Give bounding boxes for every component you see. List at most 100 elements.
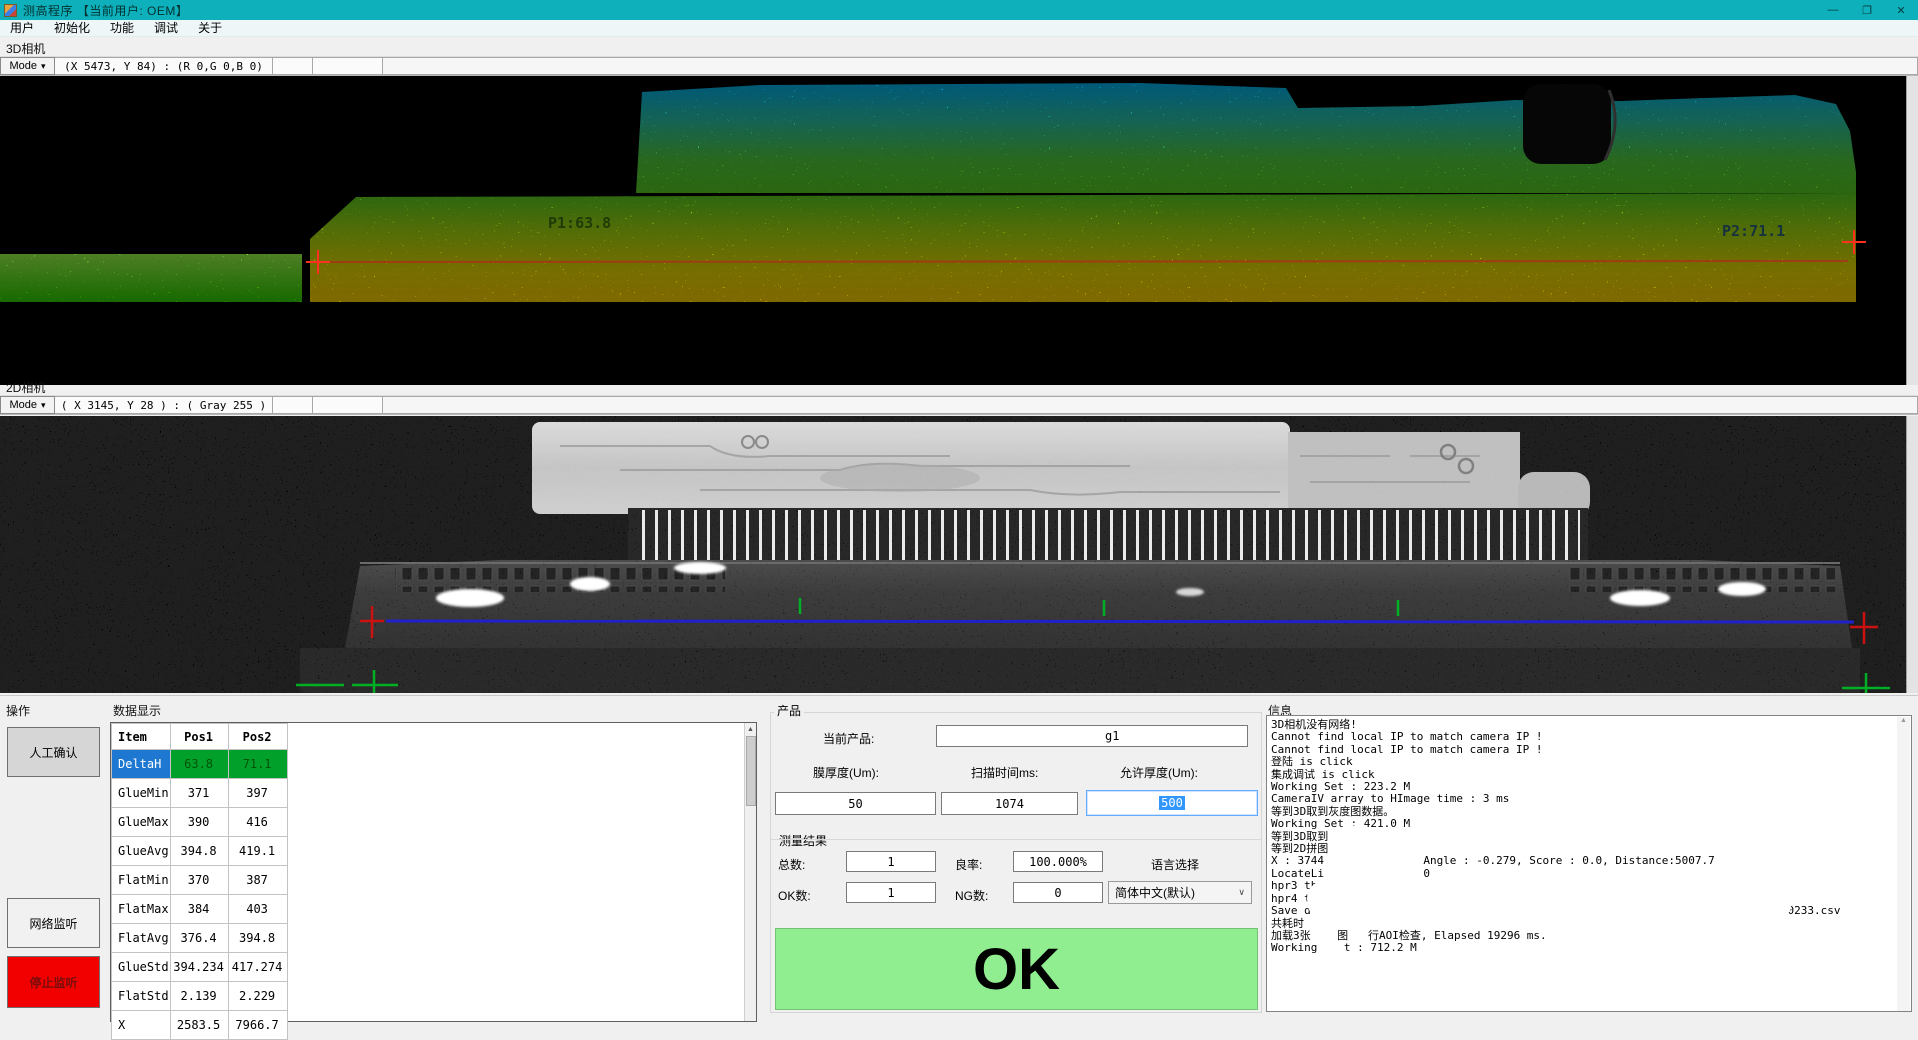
cell-pos1[interactable]: 376.4 [169,923,229,953]
log-line: Working Set : 421.0 M [1271,817,1411,831]
divider [770,839,1262,840]
menu-item-function[interactable]: 功能 [110,20,135,35]
camera-2d-view[interactable] [0,416,1906,693]
manual-confirm-button[interactable]: 人工确认 [7,727,100,777]
info-log[interactable]: 3D相机没有网络! Cannot find local IP to match c… [1266,715,1912,1012]
menu-item-init[interactable]: 初始化 [54,20,91,35]
stop-listen-button[interactable]: 停止监听 [7,956,100,1008]
status-cell [273,396,313,414]
cell-item[interactable]: FlatMax [111,894,171,924]
cell-pos1[interactable]: 390 [169,807,229,837]
chevron-down-icon: ∨ [1238,887,1245,897]
info-scrollbar[interactable]: ▲ [1897,717,1910,1011]
mode-label: Mode [9,399,37,411]
language-label: 语言选择 [1151,858,1200,872]
log-line: Working t : 712.2 M [1271,941,1417,955]
menu-item-about[interactable]: 关于 [198,20,223,35]
table-row[interactable]: FlatStd 2.139 2.229 [111,981,288,1011]
film-thickness-input[interactable]: 50 [775,792,936,815]
mode-dropdown-3d[interactable]: Mode ▾ [0,57,55,75]
cell-pos2[interactable]: 416 [227,807,288,837]
window-controls: — ❐ ✕ [1816,0,1918,20]
cell-pos2[interactable]: 417.274 [227,952,288,982]
mode-dropdown-2d[interactable]: Mode ▾ [0,396,55,414]
cell-pos2[interactable]: 2.229 [227,981,288,1011]
table-row[interactable]: GlueMin 371 397 [111,778,288,808]
measure-line [325,260,1849,263]
column-header-pos2[interactable]: Pos2 [227,723,288,750]
cell-item[interactable]: GlueMax [111,807,171,837]
table-row[interactable]: FlatMax 384 403 [111,894,288,924]
network-listen-button[interactable]: 网络监听 [7,898,100,948]
status-cell [383,57,1918,75]
cell-pos1[interactable]: 370 [169,865,229,895]
grayscale-image [0,416,1906,693]
allowed-thickness-input[interactable]: 500 [1086,790,1258,816]
camera-3d-view[interactable]: P1:63.8 P2:71.1 [0,76,1906,385]
table-scrollbar[interactable]: ▲ [744,723,756,1021]
cell-item[interactable]: FlatAvg [111,923,171,953]
cell-pos2[interactable]: 403 [227,894,288,924]
scroll-up-icon[interactable]: ▲ [1900,717,1907,724]
cell-pos2[interactable]: 397 [227,778,288,808]
cell-pos2[interactable]: 419.1 [227,836,288,866]
current-product-input[interactable]: g1 [936,725,1248,747]
cell-item[interactable]: GlueStd [111,952,171,982]
maximize-button[interactable]: ❐ [1862,4,1872,17]
status-cell [313,396,383,414]
measurement-table: Item Pos1 Pos2 DeltaH 63.8 71.1 GlueMin 371 3… [111,723,288,1040]
table-row[interactable]: X 2583.5 7966.7 [111,1010,288,1040]
menu-item-user[interactable]: 用户 [10,20,35,35]
table-row[interactable]: DeltaH 63.8 71.1 [111,749,288,779]
column-header-pos1[interactable]: Pos1 [169,723,229,750]
result-status-banner: OK [775,928,1258,1010]
cell-pos1[interactable]: 2.139 [169,981,229,1011]
table-row[interactable]: GlueStd 394.234 417.274 [111,952,288,982]
cell-item[interactable]: X [111,1010,171,1040]
scrollbar-2d[interactable] [1906,416,1918,693]
cell-pos2[interactable]: 394.8 [227,923,288,953]
column-header-item[interactable]: Item [111,723,171,750]
film-thickness-label: 膜厚度(Um): [813,766,879,780]
cell-pos1[interactable]: 394.8 [169,836,229,866]
ng-count-input[interactable]: 0 [1013,882,1103,903]
selected-text: 500 [1159,796,1185,810]
cell-item[interactable]: FlatMin [111,865,171,895]
table-row[interactable]: FlatMin 370 387 [111,865,288,895]
table-row[interactable]: FlatAvg 376.4 394.8 [111,923,288,953]
cell-pos1[interactable]: 63.8 [169,749,229,779]
cell-item[interactable]: DeltaH [111,749,171,779]
close-button[interactable]: ✕ [1896,4,1906,17]
cell-item[interactable]: GlueMin [111,778,171,808]
language-select[interactable]: 简体中文(默认) ∨ [1108,881,1252,904]
cell-item[interactable]: GlueAvg [111,836,171,866]
table-row[interactable]: GlueMax 390 416 [111,807,288,837]
cell-pos1[interactable]: 371 [169,778,229,808]
status-cell [313,57,383,75]
scan-time-input[interactable]: 1074 [941,792,1078,815]
cell-pos1[interactable]: 394.234 [169,952,229,982]
cell-pos1[interactable]: 384 [169,894,229,924]
cell-pos2[interactable]: 387 [227,865,288,895]
cell-pos2[interactable]: 71.1 [227,749,288,779]
menu-item-debug[interactable]: 调试 [154,20,179,35]
results-label: 测量结果 [776,832,831,849]
cell-pos1[interactable]: 2583.5 [169,1010,229,1040]
scroll-up-icon[interactable]: ▲ [747,725,754,733]
total-input[interactable]: 1 [846,851,936,872]
scrollbar-3d[interactable] [1906,76,1918,385]
minimize-button[interactable]: — [1827,4,1839,16]
table-row[interactable]: GlueAvg 394.8 419.1 [111,836,288,866]
ng-count-label: NG数: [955,889,989,903]
chevron-down-icon: ▾ [41,60,46,71]
scrollbar-thumb[interactable] [745,736,756,806]
data-table[interactable]: Item Pos1 Pos2 DeltaH 63.8 71.1 GlueMin 371 3… [110,722,757,1040]
yield-input[interactable]: 100.000% [1013,851,1103,872]
cell-item[interactable]: FlatStd [111,981,171,1011]
current-product-label: 当前产品: [823,732,875,746]
cell-pos2[interactable]: 7966.7 [227,1010,288,1040]
product-label: 产品 [774,702,805,719]
camera-3d-label: 3D相机 [6,42,46,56]
info-label: 信息 [1268,704,1293,718]
ok-count-input[interactable]: 1 [846,882,936,903]
